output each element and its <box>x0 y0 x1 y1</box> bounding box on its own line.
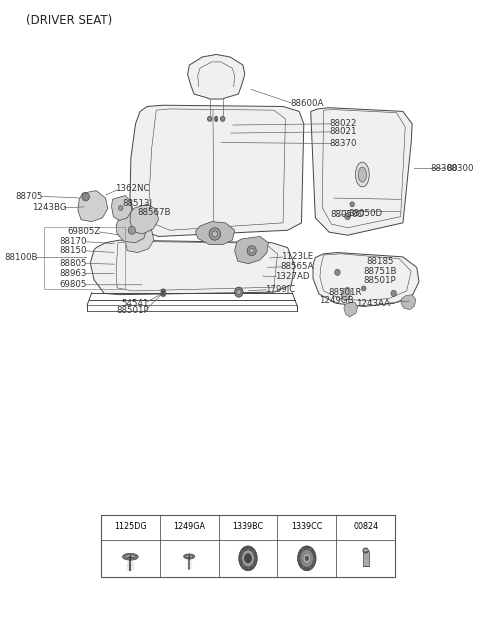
Polygon shape <box>78 191 108 222</box>
Text: 1123LE: 1123LE <box>281 253 313 261</box>
Bar <box>363 550 369 566</box>
Ellipse shape <box>335 269 340 275</box>
Polygon shape <box>313 253 419 306</box>
Text: 88963: 88963 <box>60 269 87 278</box>
Text: 1243BG: 1243BG <box>32 204 66 212</box>
Text: 88100B: 88100B <box>4 253 38 262</box>
Ellipse shape <box>361 286 366 291</box>
Circle shape <box>305 556 309 561</box>
Ellipse shape <box>355 162 369 187</box>
Text: 00824: 00824 <box>353 522 378 531</box>
Text: 88300: 88300 <box>447 164 474 173</box>
Ellipse shape <box>208 118 212 121</box>
Text: 88751B: 88751B <box>363 267 396 275</box>
Circle shape <box>239 546 257 571</box>
Ellipse shape <box>237 290 241 295</box>
Ellipse shape <box>184 554 195 559</box>
Ellipse shape <box>82 193 89 201</box>
Polygon shape <box>125 228 154 253</box>
Bar <box>44 227 125 289</box>
Circle shape <box>242 550 254 567</box>
Text: 1339CC: 1339CC <box>291 522 323 531</box>
Text: 88600A: 88600A <box>290 100 324 108</box>
Ellipse shape <box>119 206 123 210</box>
Text: 88300: 88300 <box>431 164 458 173</box>
Text: 88501R: 88501R <box>328 288 362 297</box>
Text: 88565A: 88565A <box>281 262 314 271</box>
Polygon shape <box>188 54 245 99</box>
Text: 88501P: 88501P <box>363 276 396 285</box>
Ellipse shape <box>235 287 243 297</box>
Polygon shape <box>130 105 304 236</box>
Text: 88021: 88021 <box>329 128 357 136</box>
Text: 88370: 88370 <box>329 139 357 148</box>
Ellipse shape <box>215 116 218 122</box>
Text: 1362NC: 1362NC <box>115 184 149 193</box>
Ellipse shape <box>186 555 192 558</box>
Polygon shape <box>130 204 158 234</box>
Ellipse shape <box>364 549 367 552</box>
Text: 88150: 88150 <box>60 246 87 255</box>
Circle shape <box>298 546 316 571</box>
Ellipse shape <box>125 555 135 559</box>
Ellipse shape <box>220 116 225 121</box>
Text: 1799JC: 1799JC <box>264 285 295 294</box>
Text: 69805: 69805 <box>60 280 87 289</box>
Polygon shape <box>401 295 416 310</box>
Ellipse shape <box>358 167 367 182</box>
Text: (DRIVER SEAT): (DRIVER SEAT) <box>26 14 112 27</box>
Ellipse shape <box>250 248 254 253</box>
Text: 88050D: 88050D <box>348 209 383 218</box>
Text: 88185: 88185 <box>366 258 394 266</box>
Text: 88050D: 88050D <box>331 210 365 219</box>
Text: 1249GA: 1249GA <box>173 522 205 531</box>
Text: 88170: 88170 <box>60 237 87 246</box>
Ellipse shape <box>350 202 355 207</box>
Text: 88705: 88705 <box>16 192 43 201</box>
Text: 1125DG: 1125DG <box>114 522 147 531</box>
Ellipse shape <box>207 116 212 121</box>
Polygon shape <box>116 212 147 243</box>
Ellipse shape <box>209 228 221 240</box>
Text: 1327AD: 1327AD <box>275 272 309 281</box>
Text: 88513J: 88513J <box>123 199 153 207</box>
Text: 69805Z: 69805Z <box>68 227 101 236</box>
Text: 54541: 54541 <box>122 299 149 308</box>
Polygon shape <box>111 196 132 220</box>
Text: 88501P: 88501P <box>117 306 149 315</box>
Bar <box>101 515 395 577</box>
Ellipse shape <box>122 553 138 560</box>
Polygon shape <box>235 236 268 264</box>
Ellipse shape <box>391 290 396 297</box>
Text: 1339BC: 1339BC <box>232 522 264 531</box>
Ellipse shape <box>161 288 166 297</box>
Polygon shape <box>90 240 295 295</box>
Ellipse shape <box>247 246 256 256</box>
Text: 1249GB: 1249GB <box>319 296 353 305</box>
Circle shape <box>300 550 313 567</box>
Polygon shape <box>195 222 235 245</box>
Ellipse shape <box>212 231 217 237</box>
Text: 88022: 88022 <box>329 119 357 128</box>
Text: 1243AA: 1243AA <box>356 299 390 308</box>
Text: 88805: 88805 <box>60 259 87 267</box>
Polygon shape <box>341 287 351 301</box>
Circle shape <box>244 553 252 563</box>
Ellipse shape <box>128 227 135 235</box>
Ellipse shape <box>345 214 350 220</box>
Circle shape <box>303 553 311 563</box>
Polygon shape <box>344 302 358 317</box>
Text: 88567B: 88567B <box>137 209 171 217</box>
Ellipse shape <box>221 118 225 121</box>
Polygon shape <box>311 108 412 235</box>
